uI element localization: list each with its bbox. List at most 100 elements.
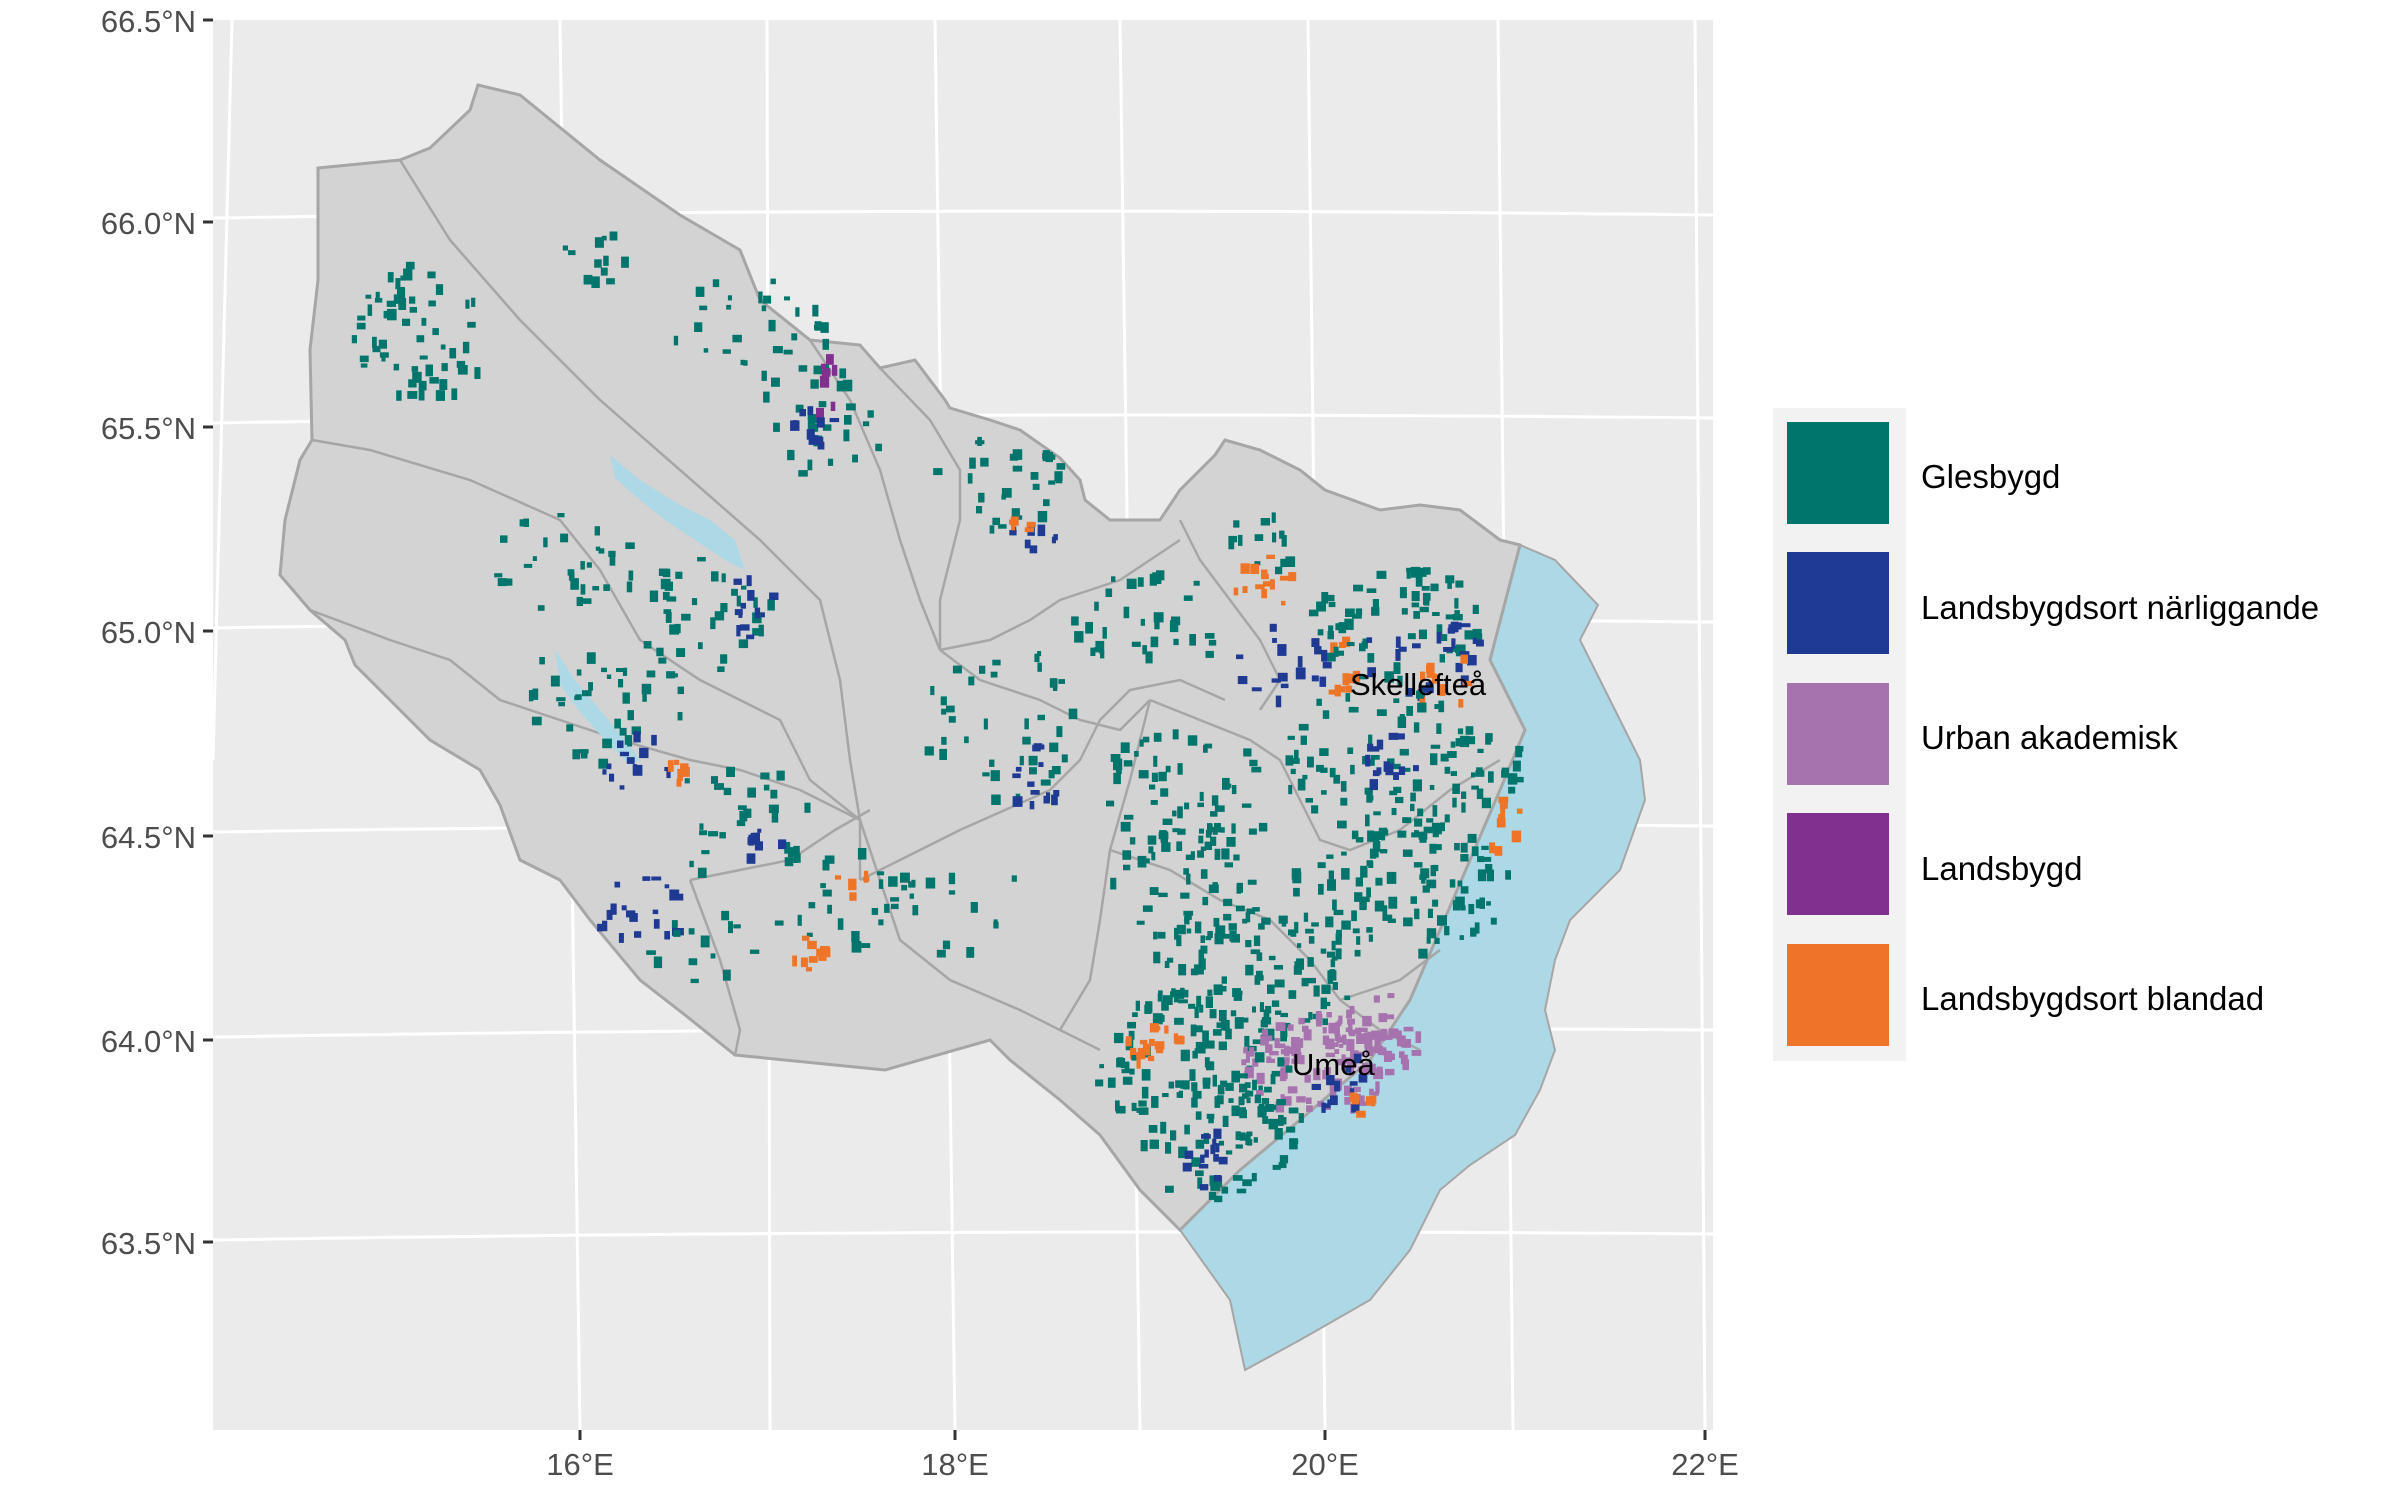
settlement-mark [1277, 1043, 1286, 1049]
settlement-mark [1437, 684, 1446, 696]
legend [1773, 408, 1906, 1061]
settlement-mark [1124, 1061, 1130, 1071]
settlement-mark [1185, 912, 1192, 920]
settlement-mark [1246, 908, 1255, 915]
settlement-mark [732, 334, 742, 343]
settlement-mark [1353, 584, 1364, 592]
settlement-mark [1485, 733, 1493, 742]
settlement-mark [826, 354, 834, 365]
settlement-mark [799, 409, 806, 417]
settlement-mark [1334, 684, 1341, 697]
settlement-mark [1356, 1110, 1366, 1118]
settlement-mark [1271, 1000, 1280, 1007]
settlement-mark [1314, 646, 1322, 655]
settlement-mark [816, 407, 824, 419]
settlement-mark [1212, 882, 1218, 892]
settlement-mark [1200, 846, 1207, 851]
settlement-mark [740, 624, 750, 631]
settlement-mark [1366, 637, 1373, 643]
settlement-mark [572, 749, 581, 760]
settlement-mark [1170, 1130, 1177, 1141]
settlement-mark [1197, 850, 1204, 858]
settlement-mark [1264, 1086, 1272, 1093]
settlement-mark [1285, 755, 1294, 766]
settlement-mark [830, 401, 836, 411]
settlement-mark [1282, 1096, 1292, 1106]
settlement-mark [372, 336, 377, 348]
settlement-mark [1268, 1118, 1279, 1130]
settlement-mark [1252, 1006, 1256, 1013]
settlement-mark [1116, 1058, 1126, 1068]
settlement-mark [695, 286, 705, 297]
settlement-mark [1340, 781, 1347, 792]
legend-swatch-glesbygd [1787, 422, 1889, 524]
settlement-mark [820, 363, 826, 369]
settlement-mark [649, 590, 659, 602]
settlement-mark [1280, 1094, 1285, 1104]
x-tick-label: 20°E [1291, 1447, 1359, 1482]
settlement-mark [576, 596, 583, 607]
settlement-mark [641, 683, 652, 695]
settlement-mark [357, 315, 366, 321]
settlement-mark [813, 436, 824, 444]
settlement-mark [1308, 1012, 1313, 1020]
settlement-mark [1418, 831, 1428, 840]
settlement-mark [1351, 910, 1357, 922]
settlement-mark [398, 298, 407, 310]
settlement-mark [1460, 623, 1471, 628]
settlement-mark [1305, 928, 1314, 934]
settlement-mark [1131, 641, 1141, 647]
settlement-mark [1367, 1064, 1375, 1071]
settlement-mark [1197, 1177, 1203, 1189]
settlement-mark [1207, 823, 1213, 835]
settlement-mark [1125, 1036, 1132, 1047]
settlement-mark [1230, 1010, 1237, 1017]
settlement-mark [1138, 770, 1149, 779]
settlement-mark [1316, 764, 1324, 772]
settlement-mark [846, 403, 856, 411]
settlement-mark [848, 878, 857, 891]
settlement-mark [1386, 871, 1397, 884]
settlement-mark [1359, 1066, 1368, 1078]
settlement-mark [740, 359, 745, 366]
settlement-mark [1279, 1059, 1285, 1065]
settlement-mark [1173, 638, 1179, 646]
settlement-mark [1233, 587, 1239, 596]
settlement-mark [1172, 810, 1177, 817]
settlement-mark [726, 766, 735, 777]
settlement-mark [1183, 868, 1189, 875]
settlement-mark [1196, 995, 1202, 1007]
settlement-mark [1261, 588, 1267, 599]
settlement-mark [1106, 800, 1115, 807]
settlement-mark [1455, 644, 1466, 657]
settlement-mark [557, 513, 565, 518]
settlement-mark [1367, 667, 1376, 678]
settlement-mark [1277, 672, 1288, 682]
settlement-mark [1426, 665, 1433, 673]
settlement-mark [1411, 591, 1420, 602]
settlement-mark [673, 335, 679, 346]
settlement-mark [1475, 770, 1485, 777]
settlement-mark [1132, 1052, 1141, 1058]
settlement-mark [1208, 639, 1217, 646]
settlement-mark [677, 686, 684, 695]
settlement-mark [1206, 1061, 1215, 1071]
settlement-mark [1275, 566, 1283, 575]
settlement-mark [980, 457, 989, 467]
settlement-mark [500, 535, 508, 543]
settlement-mark [494, 573, 503, 578]
settlement-mark [1329, 767, 1336, 778]
settlement-mark [795, 853, 801, 863]
settlement-mark [416, 335, 425, 343]
settlement-mark [1385, 1068, 1395, 1076]
settlement-mark [1432, 612, 1440, 616]
settlement-mark [1291, 1058, 1301, 1064]
settlement-mark [746, 634, 755, 640]
settlement-mark [1205, 650, 1214, 658]
settlement-mark [1356, 936, 1361, 945]
settlement-mark [1254, 1094, 1261, 1104]
settlement-mark [1340, 797, 1348, 806]
settlement-mark [1328, 689, 1336, 695]
settlement-mark [1113, 772, 1121, 785]
settlement-mark [1030, 472, 1039, 480]
